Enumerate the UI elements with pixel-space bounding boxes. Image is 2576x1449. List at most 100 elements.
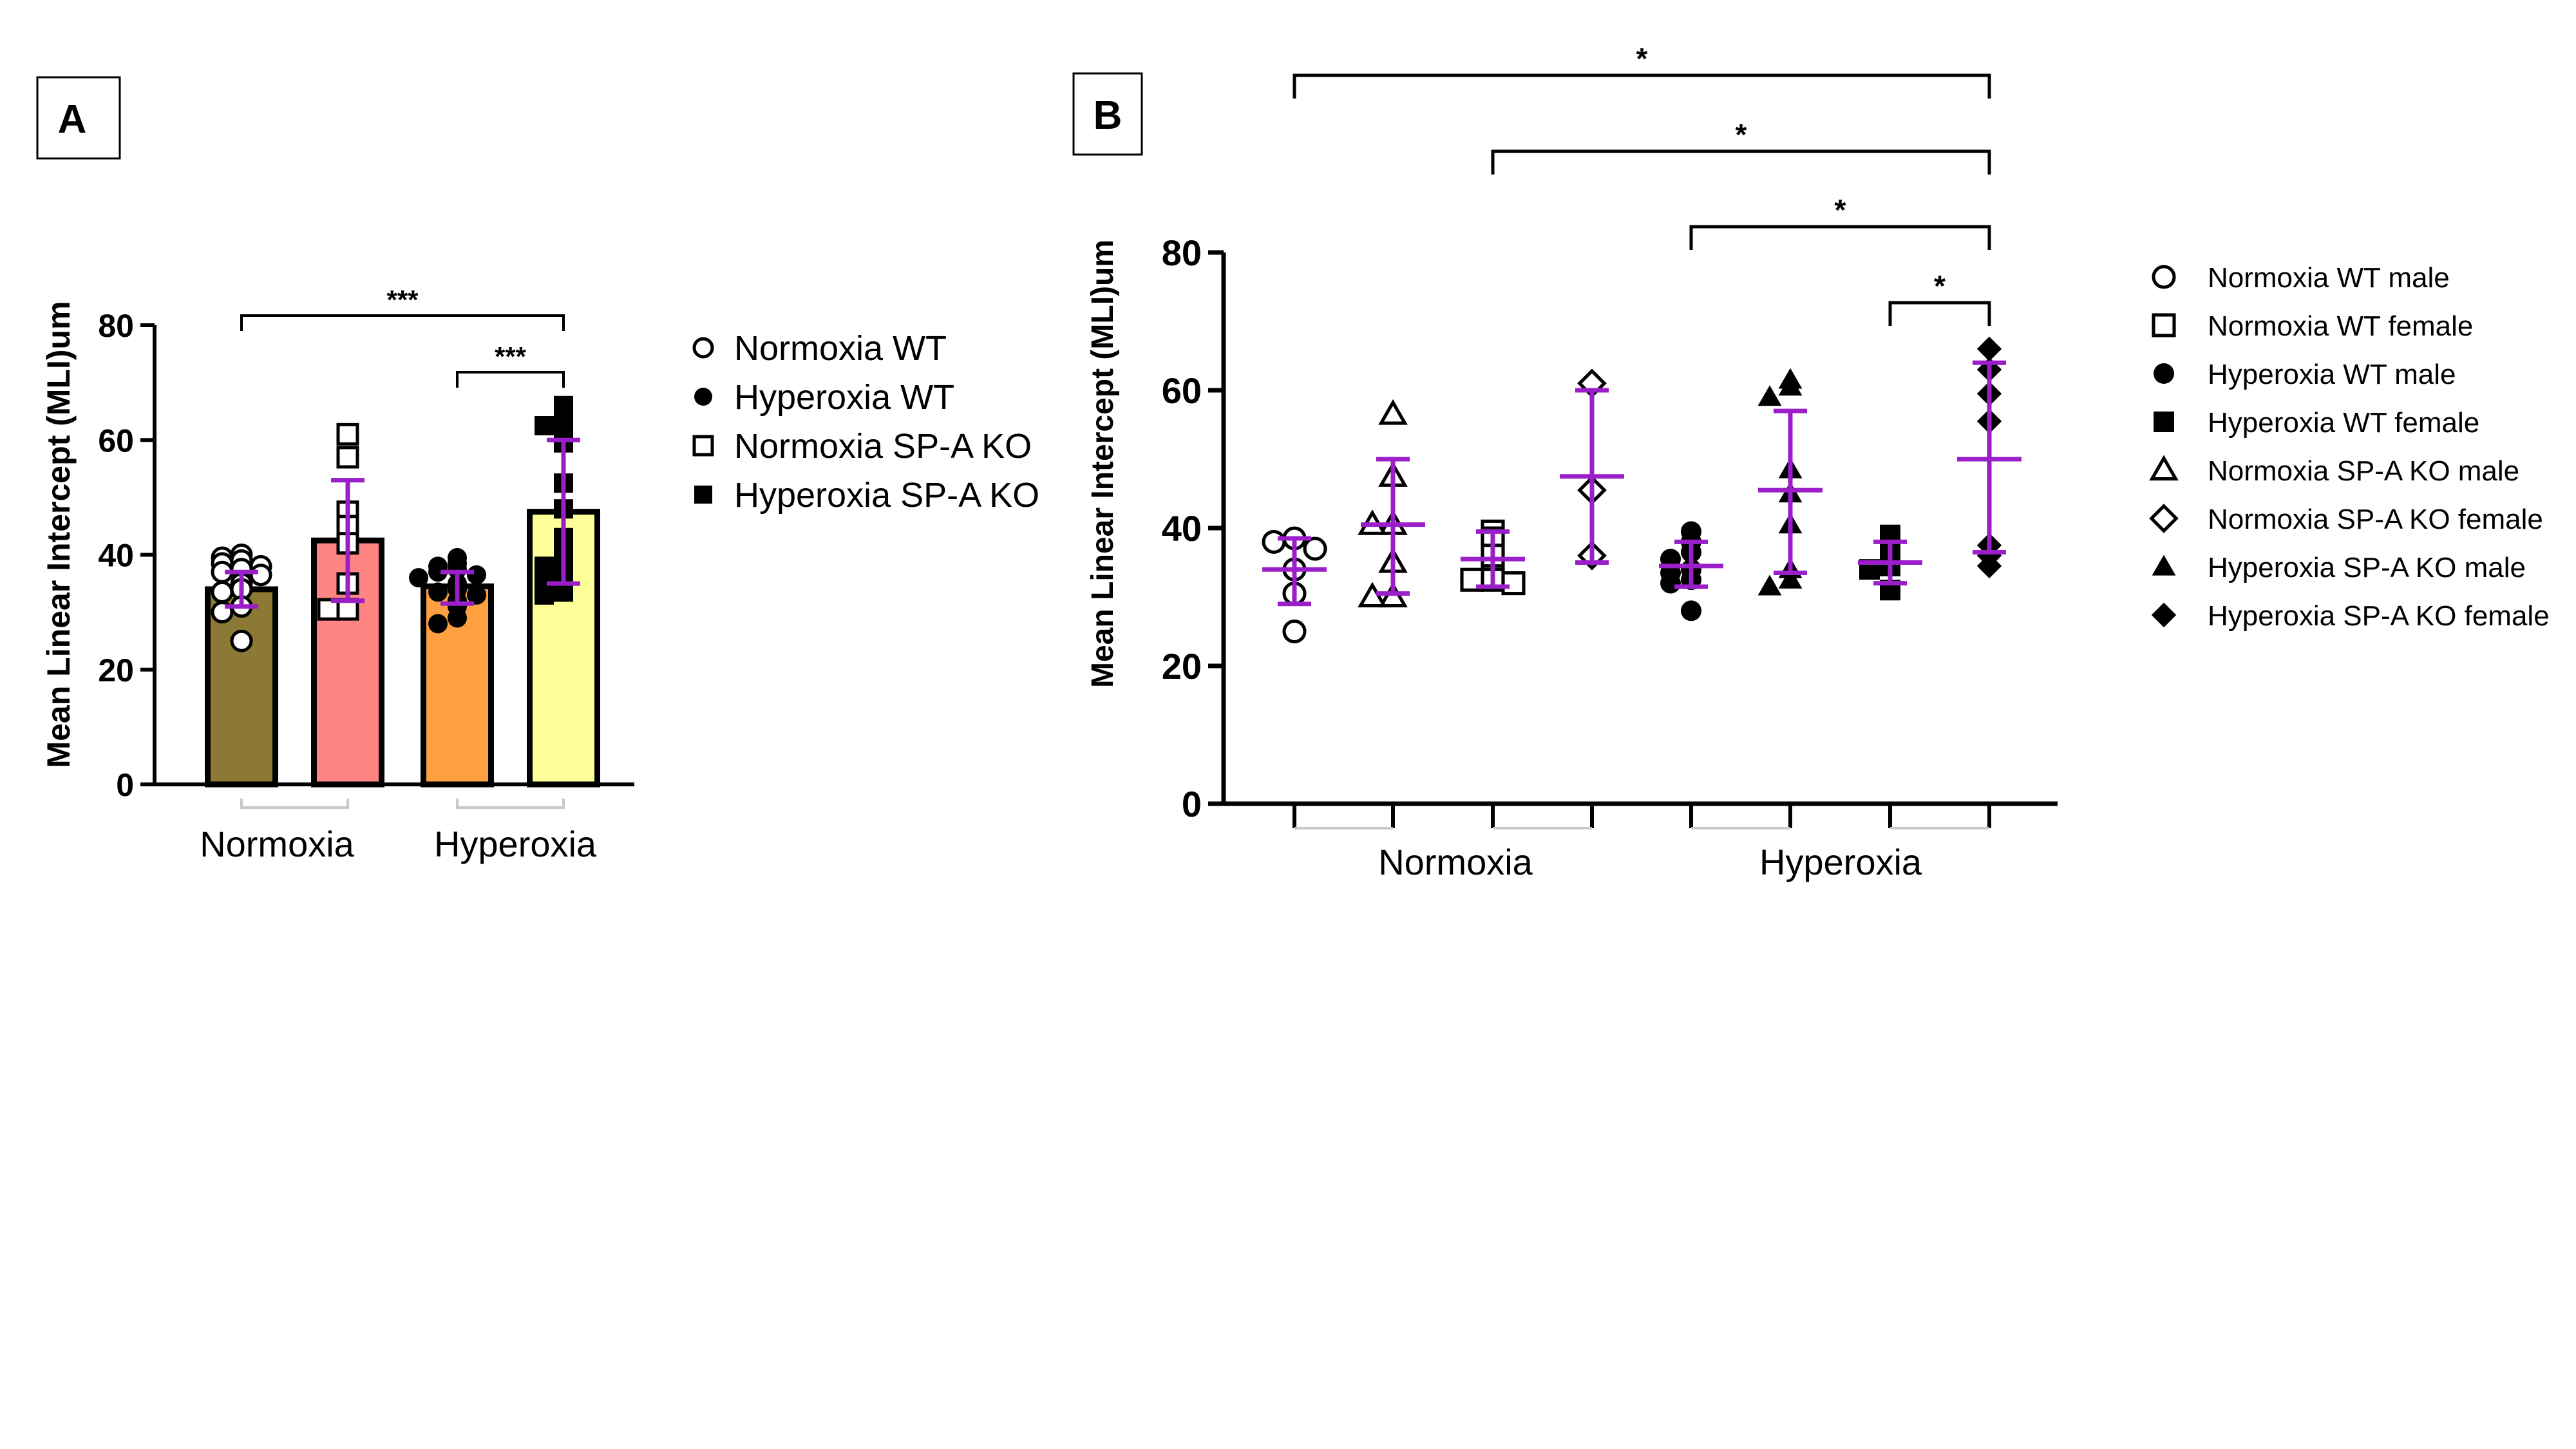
panel-b: B Mean Linear Intercept (MLI)um 0 20 40 60 8… — [1072, 42, 2550, 882]
panel-b-legend-marker-3 — [2154, 412, 2174, 432]
panel-a-point-1-1 — [336, 446, 359, 469]
panel-a-legend-label-2: Normoxia SP-A KO — [734, 427, 1032, 466]
panel-b-legend-marker-5 — [2149, 504, 2179, 533]
panel-b-ytick-label-3: 60 — [1162, 370, 1202, 411]
panel-b-legend-label-2: Hyperoxia WT male — [2208, 359, 2456, 390]
panel-b-point-0-1 — [1262, 529, 1286, 554]
panel-a-point-0-10 — [211, 580, 234, 603]
panel-a-point-2-13 — [448, 608, 467, 628]
panel-a-point-1-0 — [336, 422, 359, 446]
panel-a-ytick-label-1: 20 — [98, 652, 134, 688]
panel-a-legend-label-1: Hyperoxia WT — [734, 378, 954, 417]
panel-a-point-2-9 — [428, 582, 448, 602]
panel-b-point-0-5 — [1282, 619, 1307, 644]
panel-b-label-box — [1072, 72, 1143, 156]
panel-b-point-0-2 — [1303, 536, 1327, 561]
panel-b-legend-label-5: Normoxia SP-A KO female — [2208, 504, 2543, 535]
panel-a-sig-bracket-0 — [240, 314, 565, 331]
panel-b-point-5-2 — [1757, 385, 1782, 406]
panel-b-legend-label-3: Hyperoxia WT female — [2208, 407, 2479, 439]
panel-b-point-2-6 — [1501, 571, 1526, 596]
panel-a-point-2-10 — [467, 585, 486, 605]
panel-a-point-3-0 — [554, 395, 573, 415]
panel-b-legend-marker-1 — [2152, 313, 2176, 337]
panel-a-y-axis-label: Mean Linear Intercept (MLI)um — [41, 301, 77, 768]
panel-b-point-5-1 — [1778, 375, 1803, 396]
panel-b-legend-marker-0 — [2152, 265, 2176, 289]
panel-a: A Mean Linear Intercept (MLI)um 0 20 40 60 8… — [36, 76, 1039, 864]
panel-a-point-3-16 — [535, 585, 554, 605]
panel-b-legend-label-0: Normoxia WT male — [2208, 262, 2450, 294]
panel-a-legend: Normoxia WT Hyperoxia WT Normoxia SP-A KO H… — [692, 329, 1039, 515]
panel-b-point-5-7 — [1778, 567, 1803, 589]
panel-a-point-0-13 — [230, 629, 253, 652]
panel-a-point-2-5 — [467, 565, 486, 585]
panel-b-legend-marker-7 — [2151, 602, 2177, 628]
panel-a-group-bracket-0 — [240, 799, 349, 809]
panel-b-sig-bracket-2 — [1689, 225, 1991, 250]
panel-a-group-bracket-1 — [456, 799, 565, 809]
panel-b-ytick-label-1: 20 — [1162, 646, 1202, 687]
panel-b-sig-bracket-1 — [1491, 149, 1991, 175]
panel-b-point-5-8 — [1757, 574, 1782, 596]
panel-b-point-1-0 — [1378, 399, 1408, 425]
panel-a-legend-marker-2 — [692, 435, 714, 457]
panel-b-axes: 0 20 40 60 80 — [1162, 232, 2058, 829]
panel-a-legend-marker-3 — [694, 486, 712, 504]
panel-b-ytick-label-0: 0 — [1182, 784, 1202, 824]
panel-a-point-3-2 — [535, 415, 554, 435]
panel-b-group-label-hyperoxia: Hyperoxia — [1759, 842, 1922, 882]
panel-a-significance: *** *** — [240, 285, 565, 388]
panel-a-point-0-7 — [249, 564, 272, 587]
panel-a-ytick-label-2: 40 — [98, 538, 134, 574]
panel-a-group-label-hyperoxia: Hyperoxia — [434, 824, 597, 864]
panel-a-label-box — [36, 76, 121, 160]
panel-b-label: B — [1094, 93, 1122, 138]
panel-a-error-bars — [225, 437, 580, 609]
panel-a-legend-label-3: Hyperoxia SP-A KO — [734, 476, 1039, 515]
panel-a-group-label-normoxia: Normoxia — [200, 824, 354, 864]
panel-b-error-bars — [1262, 360, 2022, 607]
panel-a-legend-marker-0 — [692, 337, 714, 359]
panel-b-group-label-normoxia: Normoxia — [1378, 842, 1533, 882]
panel-a-sig-label-1: *** — [495, 341, 527, 372]
panel-b-legend: Normoxia WT male Normoxia WT female Hypero… — [2149, 262, 2550, 632]
panel-a-point-3-1 — [554, 413, 573, 433]
panel-a-bars — [205, 509, 600, 788]
panel-b-point-7-0 — [1976, 336, 2002, 361]
panel-a-ytick-label-0: 0 — [116, 767, 134, 803]
panel-b-sig-bracket-0 — [1293, 73, 1991, 99]
panel-b-legend-marker-4 — [2149, 455, 2179, 481]
panel-a-axes: 0 20 40 60 80 — [98, 308, 634, 809]
panel-b-point-4-7 — [1660, 573, 1681, 594]
panel-a-point-2-6 — [409, 568, 428, 588]
panel-a-ytick-label-4: 80 — [98, 308, 134, 344]
panel-b-ytick-label-2: 40 — [1162, 508, 1202, 549]
panel-a-legend-label-0: Normoxia WT — [734, 329, 947, 368]
panel-a-point-2-4 — [428, 562, 448, 582]
panel-b-point-7-6 — [1976, 553, 2002, 579]
panel-b-sig-bracket-3 — [1888, 301, 1991, 326]
panel-b-sig-label-3: * — [1934, 269, 1946, 303]
panel-b-legend-label-4: Normoxia SP-A KO male — [2208, 455, 2519, 487]
panel-a-sig-bracket-1 — [456, 371, 565, 388]
panel-a-label: A — [58, 97, 87, 142]
panel-b-y-axis-label: Mean Linear Intercept (MLI)um — [1086, 240, 1120, 688]
panel-a-sig-label-0: *** — [386, 285, 419, 315]
panel-b-sig-label-2: * — [1835, 193, 1846, 227]
panel-b-legend-label-1: Normoxia WT female — [2208, 310, 2473, 342]
panel-b-ytick-label-4: 80 — [1162, 232, 1202, 273]
panel-b-sig-label-1: * — [1736, 118, 1747, 151]
panel-b-legend-marker-2 — [2154, 363, 2174, 384]
panel-b-sig-label-0: * — [1636, 42, 1648, 75]
panel-b-legend-label-6: Hyperoxia SP-A KO male — [2208, 552, 2526, 583]
panel-b-legend-marker-6 — [2152, 554, 2176, 576]
panel-b-significance: * * * * — [1293, 42, 1991, 326]
panel-a-point-2-14 — [428, 614, 448, 634]
panel-b-legend-label-7: Hyperoxia SP-A KO female — [2208, 600, 2550, 632]
panel-b-points — [1262, 336, 2002, 644]
panel-a-ytick-label-3: 60 — [98, 422, 134, 459]
panel-a-legend-marker-1 — [694, 388, 712, 406]
panel-b-point-4-8 — [1681, 600, 1701, 621]
